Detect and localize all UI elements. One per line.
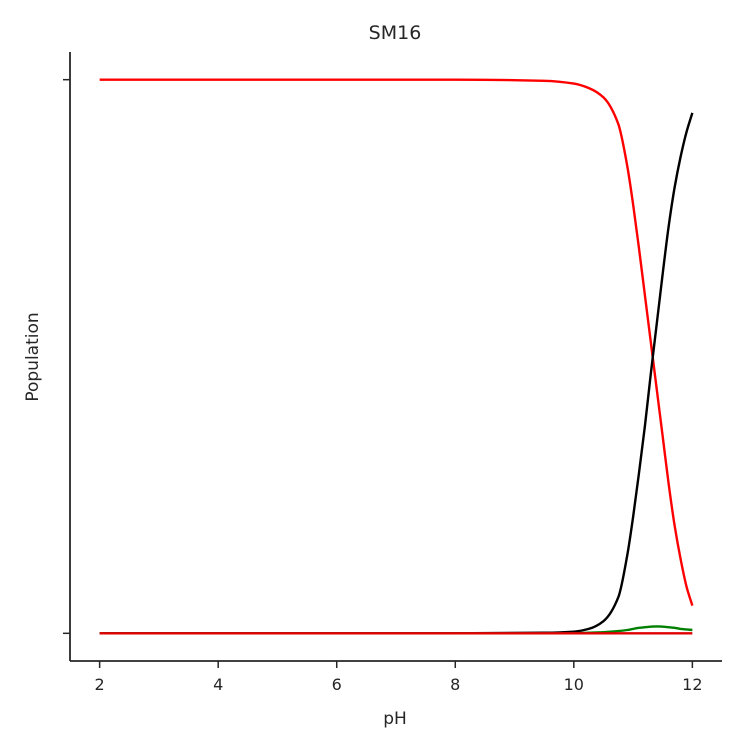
x-tick-label: 10 xyxy=(564,675,584,694)
series-line-0 xyxy=(99,78,694,606)
y-axis-label: Population xyxy=(23,312,43,401)
axes-layer: 2 4 6 8 10 12 xyxy=(63,52,722,694)
x-tick-label: 6 xyxy=(332,675,342,694)
x-axis-label: pH xyxy=(383,709,407,729)
x-tick-label: 2 xyxy=(95,675,105,694)
series-line-1 xyxy=(99,112,694,635)
series-layer xyxy=(99,78,694,635)
x-tick-label: 4 xyxy=(213,675,223,694)
chart-title: SM16 xyxy=(369,22,422,44)
x-tick-label: 8 xyxy=(450,675,460,694)
x-tick-label: 12 xyxy=(682,675,702,694)
